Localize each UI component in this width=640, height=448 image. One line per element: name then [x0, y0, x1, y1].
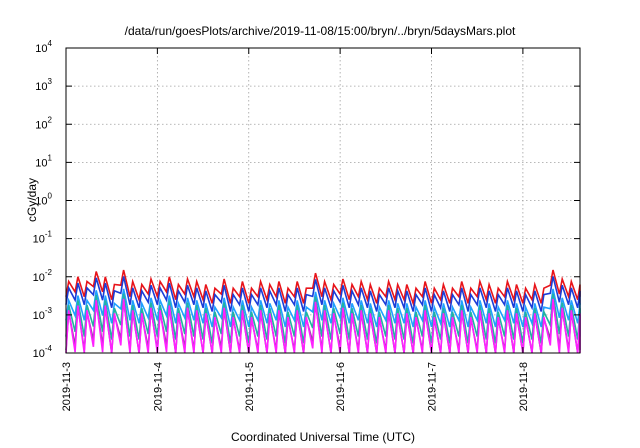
x-tick-label: 2019-11-4 [152, 362, 164, 411]
x-tick-label: 2019-11-3 [61, 362, 73, 411]
series-line [65, 269, 581, 307]
y-tick-label: 102 [35, 115, 52, 131]
x-tick-label: 2019-11-6 [335, 362, 347, 411]
x-tick-label: 2019-11-7 [427, 362, 439, 411]
grid [66, 48, 580, 353]
y-tick-exponent: 2 [48, 115, 53, 124]
chart-title: /data/run/goesPlots/archive/2019-11-08/1… [125, 24, 516, 38]
series-line [65, 288, 581, 328]
y-tick-label: 104 [35, 39, 52, 55]
x-tick-label: 2019-11-8 [518, 362, 530, 411]
y-tick-exponent: -1 [45, 230, 53, 239]
y-tick-exponent: 0 [48, 192, 53, 201]
y-tick-label: 101 [35, 153, 52, 169]
x-axis: 2019-11-3 2019-11-4 2019-11-5 2019-11-6 2019… [61, 48, 530, 411]
y-tick-label: 10-2 [33, 268, 53, 284]
y-tick-exponent: -3 [45, 306, 53, 315]
y-tick-exponent: -4 [45, 344, 53, 353]
series-group [65, 269, 581, 354]
x-axis-label: Coordinated Universal Time (UTC) [231, 430, 415, 444]
x-tick-label: 2019-11-5 [244, 362, 256, 411]
y-tick-label: 10-4 [33, 344, 53, 360]
y-tick-label: 10-3 [33, 306, 53, 322]
y-tick-label: 10-1 [33, 230, 53, 246]
series-line [65, 293, 581, 344]
series-line [65, 276, 581, 312]
y-tick-label: 103 [35, 77, 52, 93]
y-tick-exponent: 1 [48, 153, 53, 162]
y-tick-exponent: -2 [45, 268, 53, 277]
y-axis-label: cGy/day [25, 178, 39, 222]
series-line [65, 298, 581, 354]
y-tick-exponent: 4 [48, 39, 53, 48]
y-tick-exponent: 3 [48, 77, 53, 86]
